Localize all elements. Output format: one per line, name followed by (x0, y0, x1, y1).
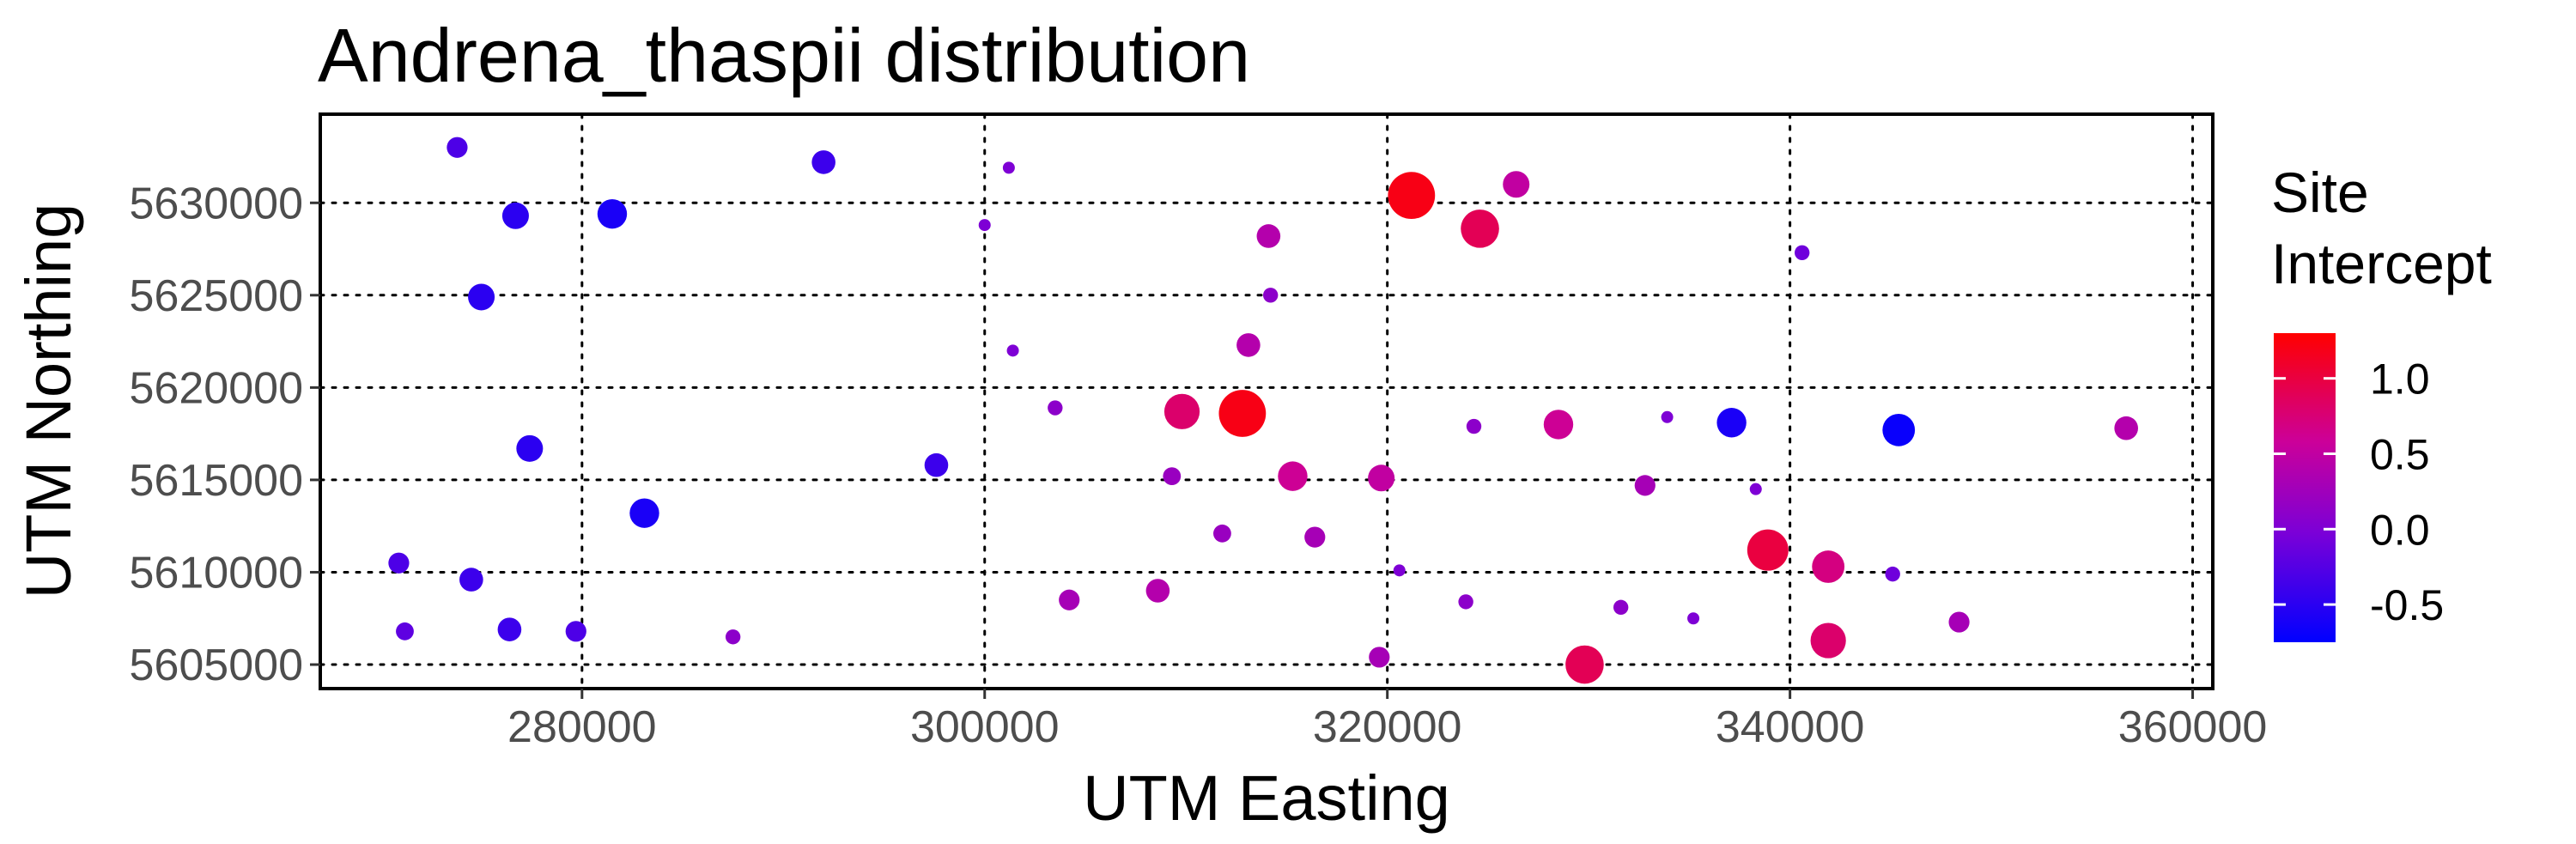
data-point (1503, 171, 1530, 198)
data-point (1256, 224, 1281, 248)
data-point (629, 498, 659, 528)
data-point (1461, 209, 1499, 248)
data-point (1634, 475, 1656, 496)
data-point (1810, 622, 1846, 659)
data-point (1304, 526, 1326, 548)
data-point (811, 150, 835, 174)
data-point (924, 452, 949, 477)
y-tick-label: 5620000 (130, 363, 303, 413)
data-point (725, 629, 741, 645)
legend-tick-label: 0.0 (2370, 506, 2430, 554)
data-point (1393, 564, 1406, 577)
data-point (1747, 529, 1789, 571)
y-tick-label: 5610000 (130, 548, 303, 598)
data-point (1002, 161, 1015, 174)
x-tick-label: 340000 (1716, 702, 1865, 752)
data-point (1218, 390, 1267, 437)
axes: 280000 300000 320000 340000 360000 5605000 561… (130, 179, 2268, 752)
data-point (1716, 408, 1747, 438)
plot-panel-border (319, 112, 2215, 690)
data-point (597, 198, 628, 229)
data-point (1466, 418, 1482, 434)
data-point (1006, 344, 1019, 357)
data-point (1687, 612, 1700, 625)
data-point (1368, 465, 1395, 492)
data-point (1543, 410, 1574, 440)
data-point (2114, 416, 2138, 440)
data-point (978, 219, 991, 232)
data-point (516, 434, 544, 462)
data-point (1388, 172, 1436, 220)
y-axis-title: UTM Northing (13, 203, 84, 599)
data-point (388, 552, 410, 574)
data-point (1059, 589, 1080, 610)
legend-color-bar (2274, 333, 2336, 642)
y-tick-label: 5630000 (130, 179, 303, 228)
data-point (1565, 645, 1604, 684)
data-point (501, 202, 529, 229)
x-tick-label: 320000 (1313, 702, 1462, 752)
data-point (1794, 245, 1810, 261)
data-point (1948, 611, 1970, 633)
data-point (1885, 566, 1900, 582)
data-point (447, 137, 468, 158)
data-point (565, 621, 586, 642)
data-point (459, 568, 483, 592)
chart-title: Andrena_thaspii distribution (318, 13, 1250, 98)
y-tick-label: 5615000 (130, 456, 303, 506)
data-point (1749, 483, 1762, 495)
data-point (1236, 333, 1261, 357)
legend-tick-label: 0.5 (2370, 430, 2430, 478)
data-point (1145, 579, 1170, 603)
data-point (1613, 599, 1629, 616)
data-point (1369, 647, 1390, 668)
y-tick-label: 5625000 (130, 271, 303, 321)
data-point (1278, 461, 1308, 491)
x-tick-label: 300000 (910, 702, 1060, 752)
legend-title-line-1: Site (2271, 161, 2369, 224)
data-point (1458, 594, 1473, 610)
x-tick-label: 280000 (507, 702, 657, 752)
data-point (1882, 413, 1916, 446)
data-point (1661, 410, 1674, 423)
grid-lines (319, 112, 2215, 690)
data-point (1812, 550, 1845, 583)
y-tick-label: 5605000 (130, 641, 303, 690)
data-point (1262, 288, 1279, 303)
data-points (388, 137, 2138, 684)
data-point (497, 617, 522, 641)
data-point (468, 283, 495, 311)
data-point (1163, 467, 1182, 486)
data-point (396, 622, 414, 641)
legend-tick-label: 1.0 (2370, 355, 2430, 404)
legend-title-line-2: Intercept (2271, 232, 2492, 295)
data-point (1163, 393, 1200, 429)
data-point (1213, 524, 1231, 543)
color-legend: Site Intercept 1.0 0.5 0.0 -0.5 (2271, 161, 2492, 642)
legend-tick-label: -0.5 (2370, 581, 2444, 629)
x-axis-title: UTM Easting (1083, 762, 1450, 834)
data-point (1048, 400, 1063, 416)
x-tick-label: 360000 (2118, 702, 2268, 752)
